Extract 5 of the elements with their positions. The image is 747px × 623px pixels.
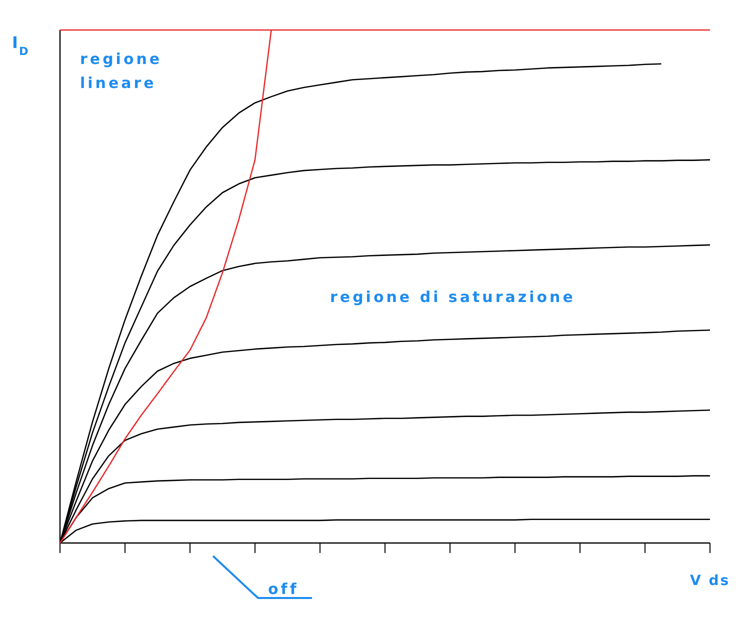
text: off [268, 580, 299, 598]
x-axis-title: V ds [690, 573, 730, 589]
annotation: regione di saturazione [330, 288, 576, 306]
y-axis-title: I$_{D}$ [12, 33, 30, 58]
annotation: regione lineare [80, 50, 162, 92]
